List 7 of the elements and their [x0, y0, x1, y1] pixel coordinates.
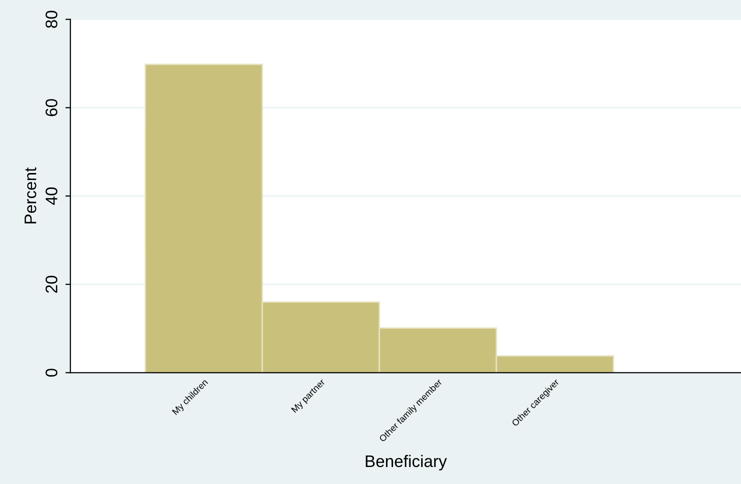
y-tick-label: 60	[46, 99, 58, 116]
x-axis-title: Beneficiary	[366, 454, 447, 470]
y-tick-label: 0	[46, 368, 58, 377]
y-tick-label: 40	[46, 187, 58, 205]
y-tick-label: 20	[46, 276, 58, 293]
y-tick-label: 80	[46, 10, 58, 28]
y-axis-title: Percent	[24, 167, 36, 224]
